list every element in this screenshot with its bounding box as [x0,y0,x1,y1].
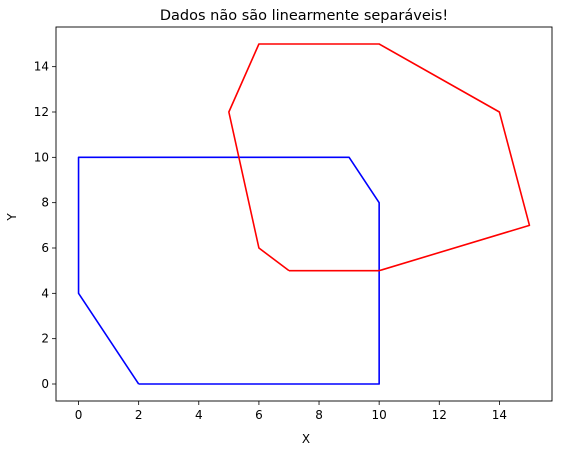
series-layer [77,43,531,385]
y-tick-label: 12 [34,105,49,119]
chart-title: Dados não são linearmente separáveis! [160,8,448,24]
y-tick-label: 8 [41,196,49,210]
x-tick-label: 14 [492,408,507,422]
x-tick-label: 6 [255,408,263,422]
x-tick-label: 10 [372,408,387,422]
x-tick-label: 2 [135,408,143,422]
y-tick-label: 10 [34,150,49,164]
y-tick-label: 2 [41,332,49,346]
y-tick-label: 4 [41,286,49,300]
x-tick-label: 8 [315,408,323,422]
x-tick-label: 4 [195,408,203,422]
x-tick-label: 0 [75,408,83,422]
y-axis-label: Y [5,213,19,222]
y-tick-label: 6 [41,241,49,255]
series-line-1 [77,156,380,385]
plot-background [56,27,552,401]
x-tick-label: 12 [432,408,447,422]
x-axis: 0 2 4 6 8 10 12 14 [75,401,507,422]
y-tick-label: 14 [34,60,49,74]
plot-frame [55,26,553,402]
y-axis: 0 2 4 6 8 10 12 14 [34,60,56,391]
x-axis-label: X [302,432,310,446]
series-line-2 [228,43,531,272]
y-tick-label: 0 [41,377,49,391]
